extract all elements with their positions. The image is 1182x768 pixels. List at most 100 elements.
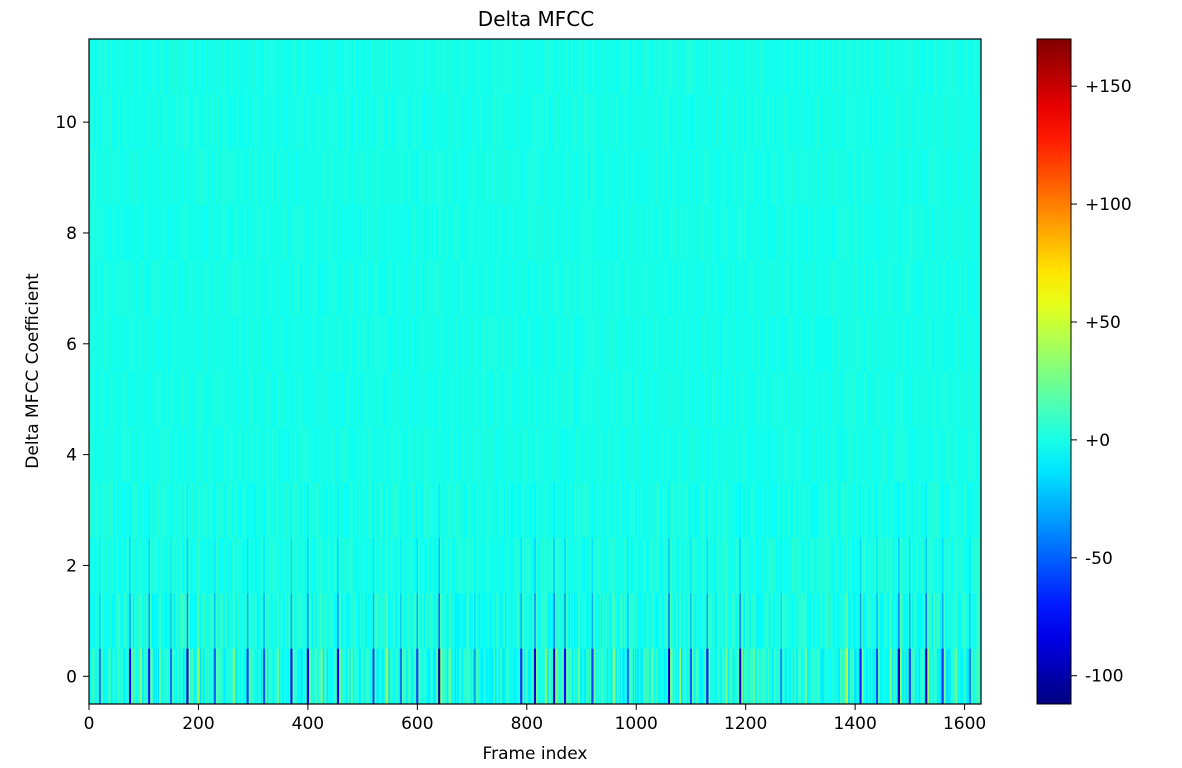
heatmap-cell xyxy=(808,371,810,427)
heatmap-cell xyxy=(884,426,887,483)
heatmap-cell xyxy=(544,482,546,538)
heatmap-cell xyxy=(581,260,583,317)
heatmap-cell xyxy=(178,149,181,206)
heatmap-cell xyxy=(300,205,302,261)
heatmap-cell xyxy=(902,371,904,427)
heatmap-cell xyxy=(829,316,832,372)
heatmap-cell xyxy=(677,371,680,427)
heatmap-cell xyxy=(688,426,691,483)
heatmap-cell xyxy=(89,316,91,372)
heatmap-cell xyxy=(155,426,158,483)
heatmap-cell xyxy=(551,205,554,261)
heatmap-cell xyxy=(954,537,957,594)
heatmap-cell xyxy=(155,537,158,594)
heatmap-cell xyxy=(335,593,337,649)
heatmap-cell xyxy=(531,371,533,427)
heatmap-cell xyxy=(367,371,369,427)
heatmap-cell xyxy=(973,260,975,317)
heatmap-cell xyxy=(322,149,324,206)
heatmap-cell xyxy=(314,316,316,372)
heatmap-cell xyxy=(802,482,804,538)
heatmap-cell xyxy=(209,149,211,206)
heatmap-cell xyxy=(862,205,865,261)
heatmap-cell xyxy=(535,205,537,261)
heatmap-cell xyxy=(232,371,234,427)
heatmap-cell xyxy=(599,426,601,483)
heatmap-cell xyxy=(777,316,779,372)
heatmap-cell xyxy=(589,260,591,317)
heatmap-cell xyxy=(548,205,551,261)
heatmap-cell xyxy=(687,371,690,427)
heatmap-cell xyxy=(206,648,208,704)
heatmap-cell xyxy=(179,260,182,317)
heatmap-cell xyxy=(634,371,636,427)
heatmap-cell xyxy=(810,426,812,483)
heatmap-cell xyxy=(466,593,468,649)
heatmap-cell xyxy=(964,593,966,649)
heatmap-cell xyxy=(134,648,137,704)
heatmap-cell xyxy=(174,316,176,372)
heatmap-cell xyxy=(765,482,767,538)
heatmap-cell xyxy=(682,537,684,594)
heatmap-cell xyxy=(746,482,749,538)
heatmap-cell xyxy=(681,371,683,427)
heatmap-cell xyxy=(371,205,373,261)
heatmap-cell xyxy=(501,260,504,317)
heatmap-cell xyxy=(290,371,292,427)
heatmap-cell xyxy=(221,149,223,206)
heatmap-cell xyxy=(790,260,792,317)
heatmap-cell xyxy=(484,316,486,372)
heatmap-cell xyxy=(600,593,602,649)
heatmap-cell xyxy=(819,537,821,594)
heatmap-cell xyxy=(94,149,96,206)
heatmap-cell xyxy=(777,482,779,538)
heatmap-cell xyxy=(660,426,662,483)
heatmap-cell xyxy=(376,149,379,206)
heatmap-cell xyxy=(241,371,243,427)
heatmap-cell xyxy=(843,426,845,483)
heatmap-cell xyxy=(200,205,203,261)
heatmap-cell xyxy=(602,482,604,538)
heatmap-cell xyxy=(119,149,122,206)
heatmap-cell xyxy=(249,426,252,483)
heatmap-cell xyxy=(570,426,572,483)
heatmap-cell xyxy=(452,593,454,649)
heatmap-cell xyxy=(850,537,853,594)
heatmap-cell xyxy=(400,205,403,261)
heatmap-cell xyxy=(858,482,860,538)
heatmap-cell xyxy=(372,205,374,261)
heatmap-cell xyxy=(487,426,489,483)
heatmap-cell xyxy=(607,426,610,483)
heatmap-cell xyxy=(296,426,299,483)
heatmap-cell xyxy=(189,426,192,483)
heatmap-cell xyxy=(663,537,665,594)
heatmap-cell xyxy=(672,593,674,649)
heatmap-cell xyxy=(479,426,482,483)
heatmap-cell xyxy=(376,426,379,483)
heatmap-cell xyxy=(222,371,224,427)
heatmap-cell xyxy=(141,205,143,261)
heatmap-cell xyxy=(819,371,821,427)
heatmap-cell xyxy=(866,205,868,261)
heatmap-cell xyxy=(855,593,857,649)
heatmap-cell xyxy=(162,482,164,538)
heatmap-cell xyxy=(977,537,980,594)
heatmap-cell xyxy=(787,371,789,427)
heatmap-cell xyxy=(462,371,464,427)
heatmap-cell xyxy=(768,205,771,261)
heatmap-cell xyxy=(319,593,322,649)
heatmap-cell xyxy=(744,316,746,372)
heatmap-cell xyxy=(420,537,423,594)
heatmap-cell xyxy=(221,316,223,372)
heatmap-cell xyxy=(154,482,157,538)
heatmap-cell xyxy=(708,316,710,372)
heatmap-cell xyxy=(715,260,717,317)
heatmap-cell xyxy=(872,371,875,427)
heatmap-cell xyxy=(551,537,554,594)
heatmap-cell xyxy=(187,149,189,206)
heatmap-cell xyxy=(594,205,597,261)
heatmap-cell xyxy=(208,371,210,427)
heatmap-cell xyxy=(650,371,652,427)
heatmap-cell xyxy=(877,260,879,317)
heatmap-cell xyxy=(168,371,171,427)
